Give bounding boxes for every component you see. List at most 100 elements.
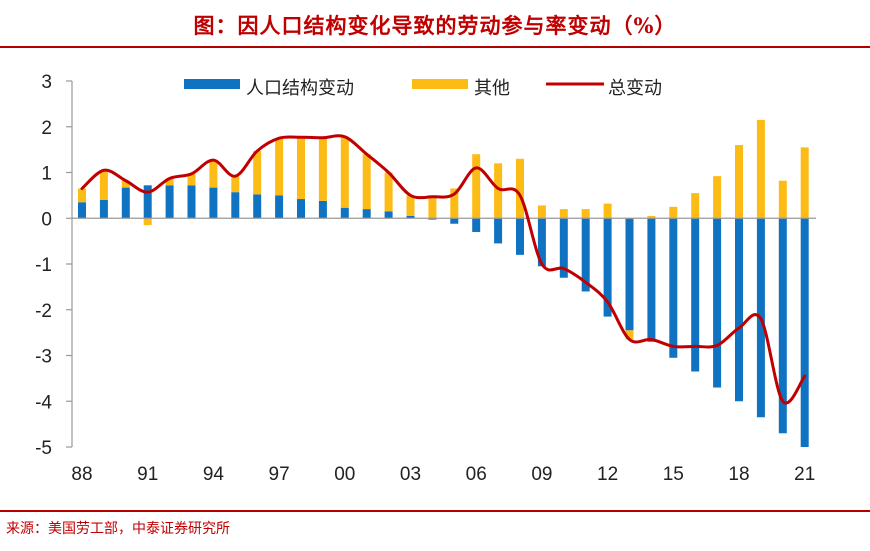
bar-other [603, 203, 612, 219]
source-divider [0, 510, 870, 512]
legend-label-other: 其他 [474, 78, 510, 99]
bar-demographic [537, 218, 546, 267]
legend-swatch-other [412, 79, 468, 89]
x-tick-label: 15 [663, 464, 684, 485]
bar-other [362, 154, 371, 210]
y-tick-label: -2 [35, 301, 52, 322]
y-tick-label: -3 [35, 347, 52, 368]
bar-other [581, 209, 590, 219]
bar-demographic [516, 218, 524, 255]
bar-demographic [472, 218, 481, 232]
bar-other [253, 150, 262, 195]
legend-label-total: 总变动 [608, 78, 662, 99]
source-note: 来源：美国劳工部，中泰证券研究所 [6, 521, 230, 537]
y-tick-label: 3 [41, 72, 52, 93]
bar-other [625, 330, 634, 340]
bar-demographic [559, 218, 568, 278]
bar-other [778, 180, 787, 219]
bar-other [647, 215, 656, 219]
y-tick-label: 1 [41, 164, 52, 185]
bar-demographic [494, 218, 503, 244]
title-divider [0, 46, 870, 48]
y-tick-label: -4 [35, 392, 52, 413]
bar-other [318, 137, 327, 201]
bar-demographic [778, 218, 787, 434]
bar-demographic [99, 199, 108, 219]
x-tick-label: 97 [269, 464, 290, 485]
bar-demographic [187, 185, 196, 219]
bar-other [187, 173, 196, 186]
bar-other [559, 209, 568, 219]
x-tick-label: 03 [400, 464, 421, 485]
x-tick-label: 06 [466, 464, 487, 485]
x-tick-label: 09 [531, 464, 552, 485]
bar-other [669, 206, 678, 219]
bar-other [165, 178, 174, 186]
bar-other [472, 154, 481, 219]
y-tick-label: -1 [35, 255, 52, 276]
bar-demographic [603, 218, 612, 317]
bar-other [735, 145, 743, 219]
title-bar: 图：因人口结构变化导致的劳动参与率变动（%） [0, 0, 870, 46]
x-tick-label: 94 [203, 464, 225, 485]
bar-other [384, 172, 393, 212]
bar-demographic [800, 218, 809, 447]
bar-demographic [143, 185, 152, 219]
bar-demographic [647, 218, 656, 342]
legend-label-demographic: 人口结构变动 [246, 78, 354, 99]
bar-demographic [384, 211, 393, 219]
bar-other [275, 138, 284, 196]
bar-demographic [253, 194, 262, 219]
bar-demographic [625, 218, 634, 331]
bar-other [406, 195, 415, 216]
bar-other [78, 188, 86, 203]
bar-demographic [231, 192, 240, 219]
bar-demographic [406, 215, 415, 219]
bar-demographic [450, 218, 459, 224]
bar-other [231, 176, 240, 193]
bar-other [297, 137, 305, 200]
bar-other [340, 136, 349, 208]
chart-title: 图：因人口结构变化导致的劳动参与率变动（%） [193, 13, 677, 38]
x-tick-label: 12 [597, 464, 618, 485]
bar-demographic [209, 187, 218, 219]
x-ticks: 88 91 94 97 00 03 06 09 12 15 18 21 [71, 464, 815, 485]
y-tick-label: 2 [41, 118, 52, 139]
total-change-line [80, 134, 807, 405]
bars-layer [78, 119, 809, 447]
x-tick-label: 88 [71, 464, 92, 485]
bar-other [143, 218, 152, 226]
bar-other [713, 176, 722, 219]
y-tick-label: 0 [41, 209, 52, 230]
bar-other [537, 205, 546, 219]
bar-other [494, 163, 503, 219]
bar-demographic [78, 202, 86, 219]
bar-other [450, 188, 459, 219]
legend: 人口结构变动 其他 总变动 [184, 78, 662, 99]
bar-other [516, 158, 524, 219]
bar-other [428, 195, 437, 219]
bar-demographic [340, 207, 349, 219]
bar-demographic [691, 218, 700, 372]
bar-demographic [581, 218, 590, 292]
bar-other [209, 160, 218, 188]
x-tick-label: 00 [334, 464, 355, 485]
bar-other [99, 170, 108, 200]
bar-demographic [165, 185, 174, 219]
bar-demographic [297, 199, 305, 219]
bar-demographic [121, 187, 130, 219]
bar-demographic [275, 195, 284, 219]
x-tick-label: 21 [794, 464, 815, 485]
y-ticks: 3 2 1 0 -1 -2 -3 -4 -5 [35, 72, 72, 459]
bar-demographic [362, 209, 371, 219]
bar-demographic [318, 200, 327, 219]
y-tick-label: -5 [35, 438, 52, 459]
bar-other [756, 119, 765, 219]
bar-demographic [669, 218, 678, 358]
bar-demographic [713, 218, 722, 388]
bar-other [691, 193, 700, 219]
bar-other [121, 180, 130, 188]
bar-demographic [428, 218, 437, 220]
bar-demographic [735, 218, 743, 402]
